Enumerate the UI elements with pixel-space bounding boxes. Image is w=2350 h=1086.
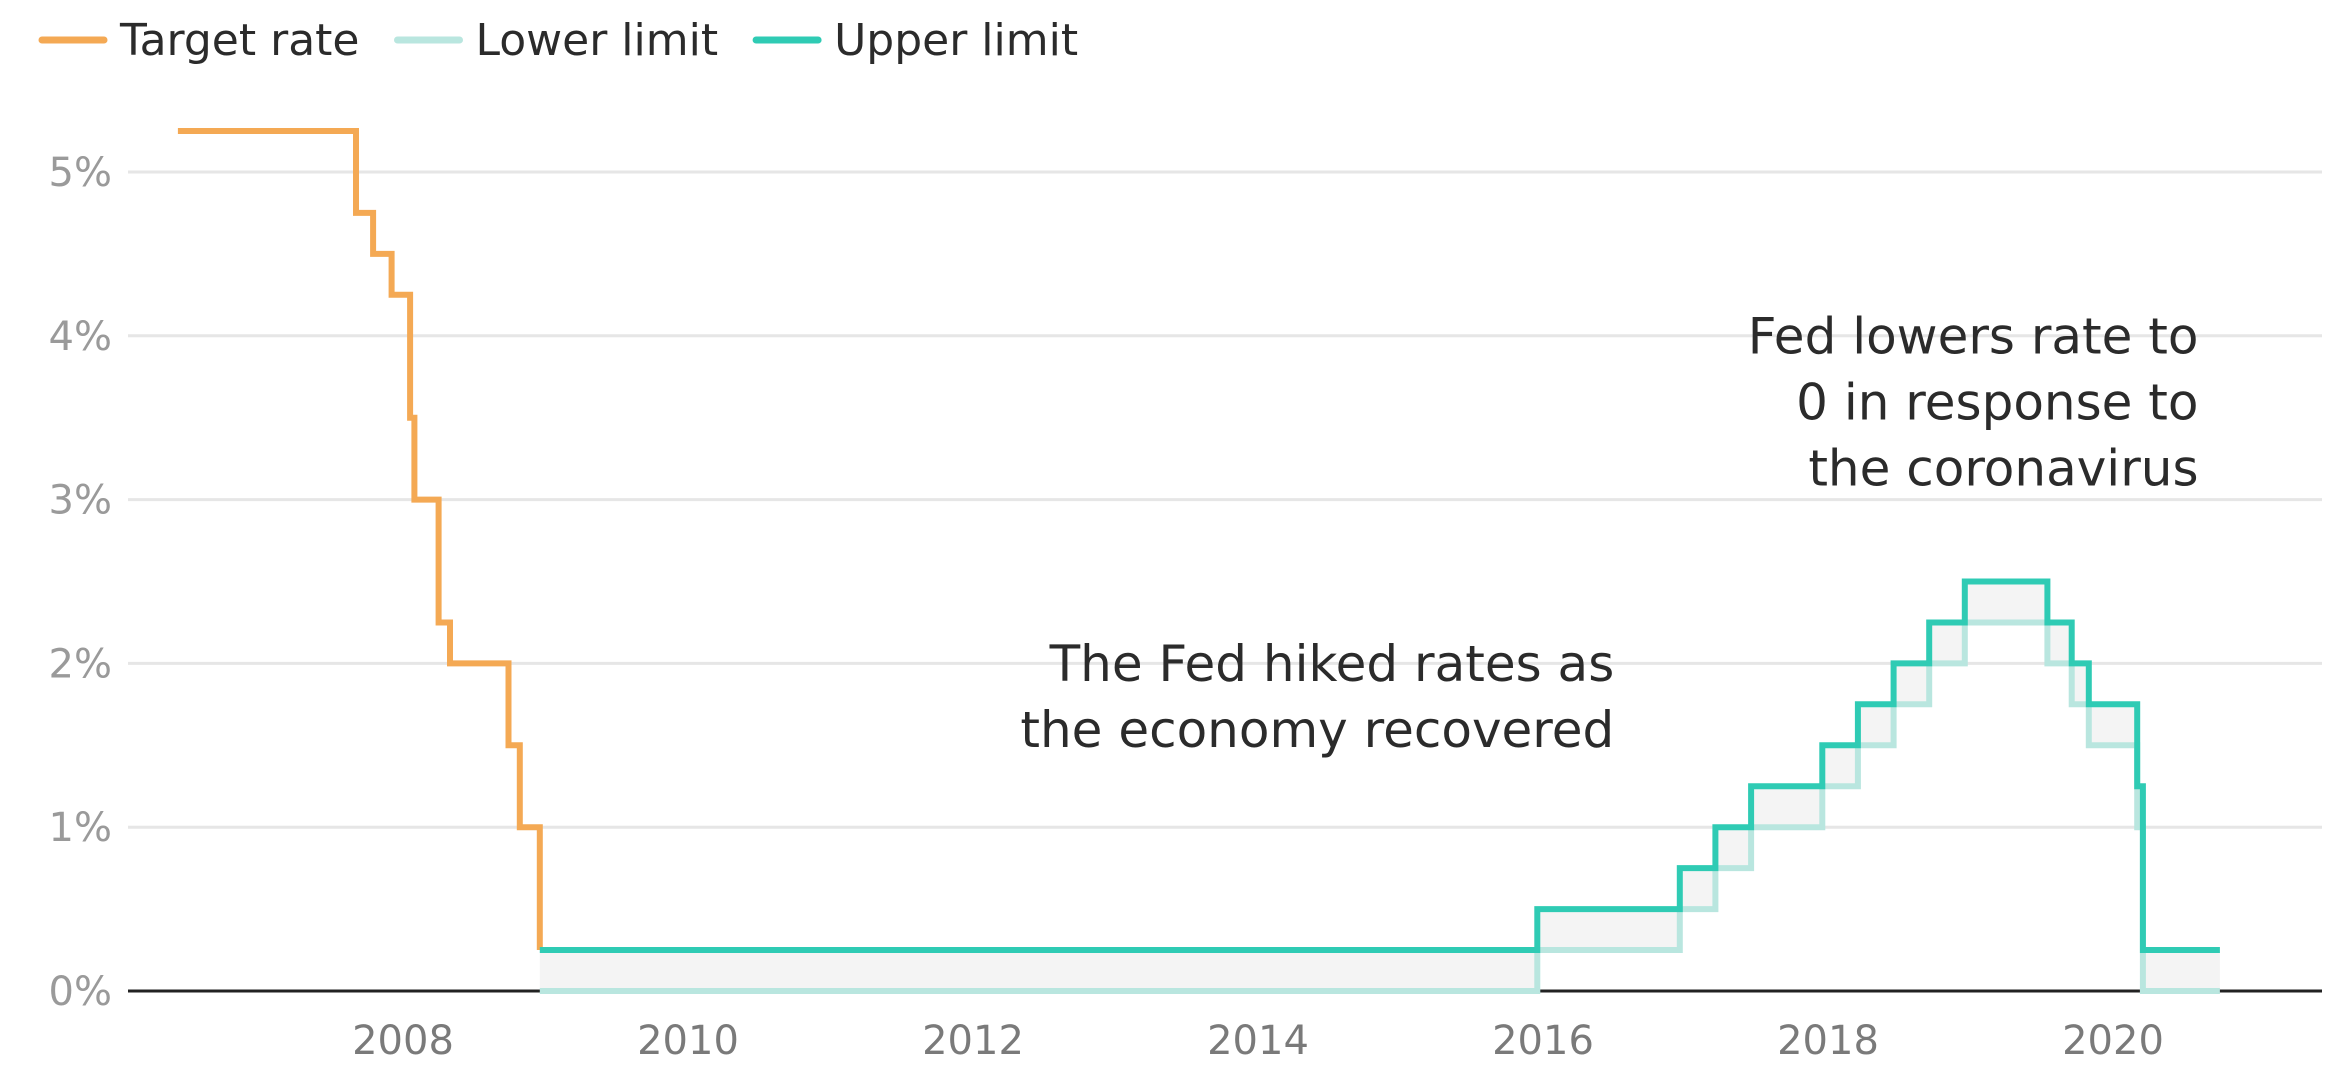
x-tick-label: 2018 [1777,1018,1879,1064]
annotation-text: the coronavirus [1808,439,2198,497]
annotation-text: 0 in response to [1796,373,2198,431]
legend-label-lower-limit: Lower limit [476,15,719,66]
legend-label-target-rate: Target rate [119,15,360,66]
annotations: The Fed hiked rates as the economy recove… [1020,307,2198,759]
series-line-lower-limit [539,619,2220,994]
legend-label-upper-limit: Upper limit [834,15,1078,66]
y-tick-label: 5% [49,150,112,196]
annotation-text: the economy recovered [1020,701,1614,759]
y-tick-label: 4% [49,314,112,360]
x-axis: 2008 2010 2012 2014 2016 2018 2020 [128,989,2322,1064]
x-tick-label: 2014 [1207,1018,1309,1064]
annotation-text: Fed lowers rate to [1748,307,2199,365]
x-tick-label: 2020 [2062,1018,2164,1064]
x-tick-label: 2012 [922,1018,1024,1064]
series-lines [177,128,2220,994]
x-tick-label: 2010 [637,1018,739,1064]
annotation-text: The Fed hiked rates as [1049,635,1615,693]
y-tick-label: 1% [49,805,112,851]
y-axis: 0% 1% 2% 3% 4% 5% [49,150,112,1015]
series-line-upper-limit [539,578,2220,953]
series-line-target-rate [177,128,543,950]
x-tick-label: 2016 [1492,1018,1594,1064]
legend: Target rate Lower limit Upper limit [38,15,1078,66]
y-tick-label: 2% [49,641,112,687]
y-tick-label: 0% [49,969,112,1015]
x-tick-label: 2008 [352,1018,454,1064]
y-tick-label: 3% [49,478,112,524]
